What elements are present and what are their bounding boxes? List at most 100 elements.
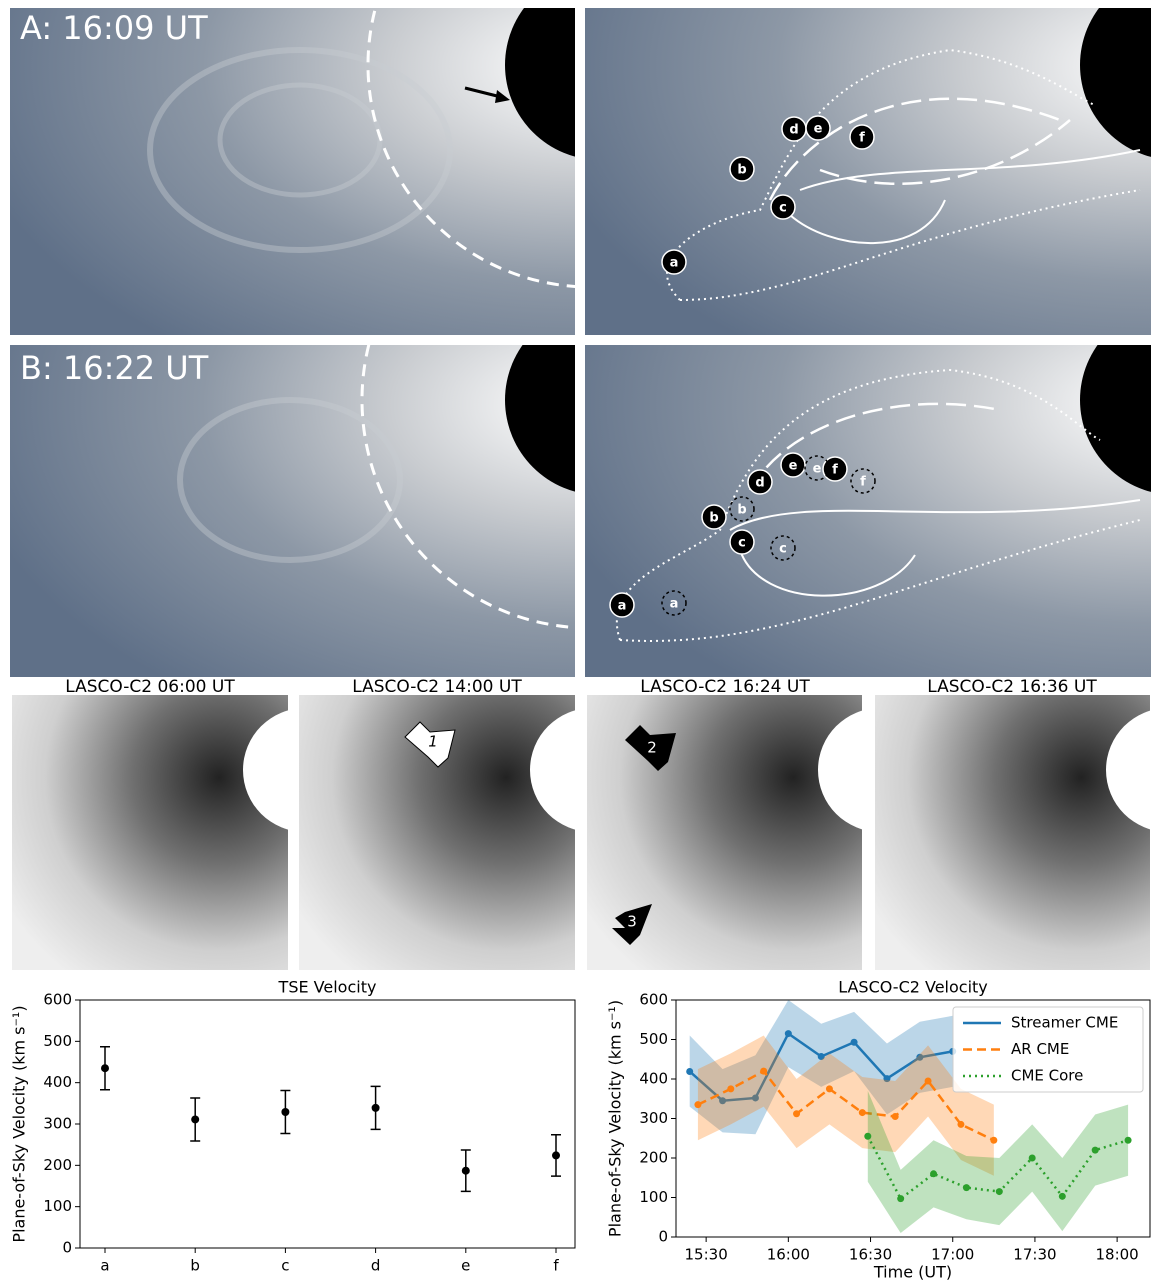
y-tick-label: 200 — [43, 1156, 72, 1174]
lasco-title: LASCO-C2 16:24 UT — [640, 677, 810, 697]
marker-circle — [770, 194, 796, 220]
tse-image — [585, 8, 1151, 335]
point — [101, 1064, 109, 1073]
y-tick-label: 500 — [639, 1030, 668, 1048]
point — [191, 1115, 200, 1124]
point — [694, 1101, 702, 1109]
y-tick-label: 100 — [639, 1188, 668, 1206]
marker-circle — [747, 469, 773, 495]
x-tick-label: c — [281, 1257, 289, 1275]
point — [793, 1110, 801, 1118]
point — [897, 1195, 905, 1203]
marker-circle — [804, 455, 830, 481]
panel-label: B: 16:22 UT — [20, 349, 209, 387]
marker-label: d — [789, 123, 798, 138]
marker-circle — [661, 590, 687, 616]
x-tick-label: e — [461, 1257, 470, 1275]
point — [461, 1166, 470, 1175]
marker-circle — [661, 249, 687, 275]
x-tick-label: 15:30 — [685, 1246, 728, 1264]
y-tick-label: 600 — [639, 991, 668, 1009]
marker-label: f — [860, 475, 866, 490]
x-tick-label: a — [100, 1257, 109, 1275]
marker-circle — [729, 496, 755, 522]
point — [784, 1030, 792, 1038]
marker-circle — [849, 124, 875, 150]
point — [686, 1067, 694, 1075]
marker-label: c — [779, 201, 787, 216]
point — [916, 1053, 924, 1061]
marker-circle — [729, 529, 755, 555]
point — [883, 1075, 891, 1083]
x-tick-label: f — [553, 1257, 559, 1275]
marker-label: b — [737, 163, 746, 178]
point — [957, 1120, 965, 1128]
point — [858, 1109, 866, 1117]
y-tick-label: 0 — [658, 1228, 668, 1246]
point — [727, 1085, 735, 1093]
point — [760, 1067, 768, 1075]
tse-image — [585, 345, 1151, 677]
marker-label: b — [709, 511, 718, 526]
chart-title: TSE Velocity — [278, 978, 377, 997]
y-tick-label: 400 — [639, 1070, 668, 1088]
point — [1124, 1136, 1132, 1144]
y-tick-label: 0 — [62, 1239, 72, 1257]
x-tick-label: 16:00 — [767, 1246, 810, 1264]
marker-label: a — [670, 597, 679, 612]
marker-label: f — [859, 131, 865, 146]
point — [281, 1108, 290, 1117]
x-tick-label: 17:00 — [931, 1246, 974, 1264]
lasco-image — [299, 695, 575, 970]
marker-circle — [805, 115, 831, 141]
x-axis-label: Time (UT) — [873, 1263, 952, 1282]
lasco-title: LASCO-C2 14:00 UT — [352, 677, 522, 697]
point — [552, 1151, 560, 1160]
marker-circle — [609, 592, 635, 618]
y-tick-label: 500 — [43, 1032, 72, 1050]
marker-label: f — [832, 463, 838, 478]
marker-circle — [701, 504, 727, 530]
point — [1028, 1154, 1036, 1162]
marker-label: e — [789, 459, 798, 474]
point — [864, 1132, 872, 1140]
point — [817, 1052, 825, 1060]
marker-circle — [780, 452, 806, 478]
arrow-label: 1 — [428, 733, 438, 751]
legend-label: CME Core — [1011, 1067, 1083, 1085]
marker-label: d — [755, 476, 764, 491]
y-tick-label: 200 — [639, 1149, 668, 1167]
point — [1091, 1146, 1099, 1154]
marker-label: b — [737, 503, 746, 518]
y-tick-label: 300 — [639, 1109, 668, 1127]
legend-label: AR CME — [1011, 1040, 1069, 1058]
marker-label: c — [738, 536, 746, 551]
marker-label: a — [670, 256, 679, 271]
marker-circle — [729, 156, 755, 182]
point — [1058, 1192, 1066, 1200]
legend-box — [952, 1006, 1144, 1093]
point — [825, 1085, 833, 1093]
band — [697, 1035, 994, 1176]
point — [995, 1188, 1003, 1196]
point — [850, 1038, 858, 1046]
arrow-label: 2 — [647, 739, 657, 757]
marker-label: c — [779, 542, 787, 557]
marker-circle — [850, 468, 876, 494]
point — [751, 1094, 759, 1102]
legend-label: Streamer CME — [1011, 1014, 1118, 1032]
x-tick-label: d — [371, 1257, 381, 1275]
tse-image — [10, 8, 575, 335]
plot-frame — [79, 999, 576, 1249]
x-tick-label: 16:30 — [849, 1246, 892, 1264]
point — [719, 1097, 727, 1105]
point — [891, 1113, 899, 1121]
lasco-image — [12, 695, 288, 970]
marker-label: e — [813, 462, 822, 477]
y-tick-label: 600 — [43, 991, 72, 1009]
arrow-label: 3 — [627, 913, 637, 931]
point — [924, 1077, 932, 1085]
lasco-title: LASCO-C2 06:00 UT — [65, 677, 235, 697]
x-tick-label: 17:30 — [1013, 1246, 1056, 1264]
